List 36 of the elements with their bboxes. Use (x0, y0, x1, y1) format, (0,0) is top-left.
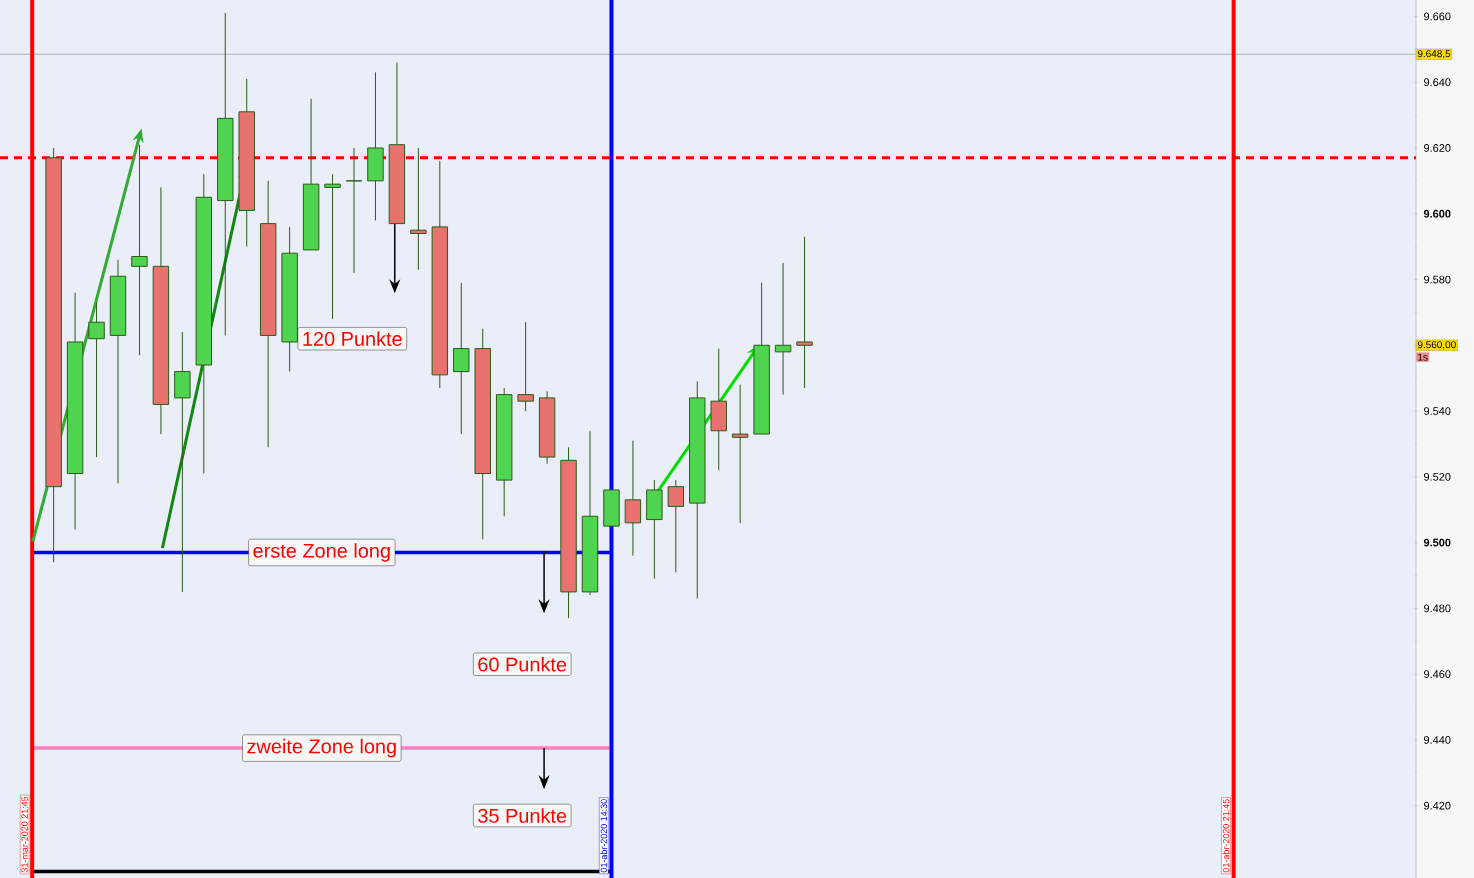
annotation: 35 Punkte (478, 808, 567, 823)
candlestick (731, 384, 749, 524)
y-tick-label: 9.420 (1424, 801, 1451, 810)
candlestick (517, 321, 534, 412)
ref-line-label: erste Zone long (253, 543, 390, 562)
candlestick (796, 236, 813, 389)
text: 1s (1418, 353, 1428, 361)
y-tick-label: 9.540 (1424, 407, 1451, 415)
y-tick-label: 9.640 (1424, 78, 1451, 87)
text: 01-abr-2020 21:45 (1222, 799, 1230, 873)
ref-line-label: zweite Zone long (247, 738, 396, 758)
candlestick (345, 147, 363, 274)
text: 01-abr-2020 14:30 (600, 799, 608, 873)
text: 9.560,00 (1417, 341, 1456, 350)
candlestick (774, 262, 792, 396)
candlestick (324, 173, 341, 320)
candlestick (410, 147, 427, 271)
y-tick-label: 9.600 (1423, 209, 1451, 218)
y-tick-label: 9.660 (1424, 12, 1451, 21)
annotation: 60 Punkte (478, 656, 567, 672)
candlestick (131, 144, 148, 356)
candlestick (667, 479, 685, 573)
y-tick-label: 9.460 (1424, 670, 1451, 678)
y-tick-label: 9.620 (1424, 144, 1451, 152)
y-tick-label: 9.520 (1424, 472, 1451, 481)
candlestick (453, 282, 470, 435)
candlestick (88, 302, 105, 458)
y-tick-label: 9.580 (1424, 275, 1451, 284)
annotation: 120 Punkte (303, 331, 402, 347)
y-tick-label: 9.440 (1424, 736, 1451, 744)
text: 31-mar-2020 21:45 (21, 796, 28, 873)
y-tick-label: 9.480 (1424, 604, 1451, 613)
ref-line-label: 9.648,5 (1417, 50, 1451, 59)
candlestick (624, 440, 642, 557)
candlestick (174, 331, 191, 593)
y-tick-label: 9.500 (1423, 538, 1451, 547)
